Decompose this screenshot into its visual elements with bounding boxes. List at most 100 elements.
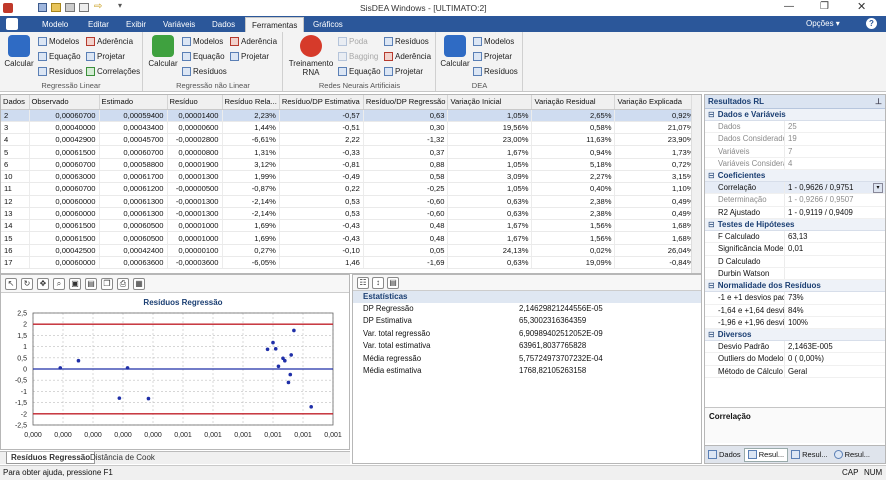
- table-row[interactable]: 11 0,00060700 0,00061200 -0,00000500 -0,87% 0…: [1, 182, 698, 196]
- tab-ferramentas[interactable]: Ferramentas: [245, 17, 305, 32]
- table-row[interactable]: 6 0,00060700 0,00058800 0,00001900 3,12% -0,8…: [1, 158, 698, 171]
- tab-residuos-regressao[interactable]: Resíduos Regressão: [6, 452, 96, 464]
- rna-residuos-button[interactable]: Resíduos: [384, 37, 429, 46]
- column-header[interactable]: Estimado: [99, 95, 168, 110]
- table-row[interactable]: 3 0,00040000 0,00043400 0,00000600 1,44% -0,5…: [1, 121, 698, 135]
- collapse-icon[interactable]: ⊟: [708, 171, 715, 181]
- tab-editar[interactable]: Editar: [88, 20, 109, 29]
- table-row[interactable]: 16 0,00042500 0,00042400 0,00000100 0,27% -0,…: [1, 244, 698, 258]
- close-button[interactable]: ✕: [857, 1, 867, 13]
- column-header[interactable]: Variação Explicada: [614, 95, 698, 110]
- data-point[interactable]: [292, 328, 296, 333]
- dea-projetar-button[interactable]: Projetar: [473, 52, 512, 61]
- dropdown-icon[interactable]: ▾: [873, 183, 883, 194]
- tab-resultados-2[interactable]: Resul...: [788, 450, 830, 459]
- column-header[interactable]: Resíduo/DP Regressão: [363, 95, 449, 110]
- table-row[interactable]: 12 0,00060000 0,00061300 -0,00001300 -2,14% 0…: [1, 195, 698, 208]
- rnl-aderencia-button[interactable]: Aderência: [230, 37, 277, 46]
- arrow-icon[interactable]: ⇨: [94, 1, 103, 12]
- data-point[interactable]: [276, 364, 281, 369]
- minimize-button[interactable]: —: [784, 1, 794, 12]
- data-point[interactable]: [117, 396, 122, 400]
- stats-row[interactable]: DP Regressão 2,14629821244556E-05: [353, 303, 701, 315]
- residuals-scatter-chart[interactable]: Resíduos Regressão 2,5 2 1,5 1 0,5 0 -0,5 -1 -1,5…: [1, 293, 349, 449]
- results-row[interactable]: Durbin Watson: [705, 267, 885, 281]
- results-row[interactable]: Método de Cálculo Geral: [705, 365, 885, 379]
- table-row[interactable]: 14 0,00061500 0,00060500 0,00001000 1,69% -0,…: [1, 219, 698, 233]
- tab-distancia-cook[interactable]: Distância de Cook: [90, 453, 155, 462]
- pointer-icon[interactable]: ↖: [5, 277, 17, 290]
- data-point[interactable]: [289, 353, 293, 357]
- results-section-header[interactable]: ⊟ Normalidade dos Resíduos: [705, 280, 885, 293]
- data-point[interactable]: [58, 366, 63, 370]
- help-icon[interactable]: ?: [866, 18, 877, 29]
- results-row[interactable]: Correlação 1 - 0,9626 / 0,9751 ▾: [705, 182, 885, 195]
- rnl-equacao-button[interactable]: Equação: [182, 52, 225, 61]
- results-section-header[interactable]: ⊟ Testes de Hipóteses: [705, 219, 885, 232]
- results-section-header[interactable]: ⊟ Coeficientes: [705, 170, 885, 183]
- data-point[interactable]: [286, 380, 291, 385]
- tab-graficos[interactable]: Gráficos: [313, 20, 343, 29]
- table-row[interactable]: 17 0,00060000 0,00063600 -0,00003600 -6,05% 1…: [1, 256, 698, 270]
- data-point[interactable]: [281, 356, 285, 361]
- table-row[interactable]: 5 0,00061500 0,00060700 0,00000800 1,31% -0,3…: [1, 145, 698, 159]
- results-row[interactable]: Outliers do Modelo 0 ( 0,00%): [705, 353, 885, 366]
- open-icon[interactable]: [51, 3, 61, 12]
- pin-icon[interactable]: ⊥: [875, 97, 882, 106]
- tab-modelo[interactable]: Modelo: [42, 20, 69, 29]
- vertical-scrollbar[interactable]: [691, 95, 701, 273]
- results-row[interactable]: Significância Modelo 0,01: [705, 243, 885, 256]
- tab-exibir[interactable]: Exibir: [126, 20, 147, 29]
- collapse-icon[interactable]: ⊟: [708, 330, 715, 340]
- residuals-table[interactable]: Dados Observado Estimado Resíduo Resíduo Rel…: [0, 94, 702, 274]
- table-row[interactable]: 13 0,00060000 0,00061300 -0,00001300 -2,14% 0…: [1, 207, 698, 221]
- column-header[interactable]: Resíduo: [167, 95, 223, 110]
- table-row[interactable]: 15 0,00061500 0,00060500 0,00001000 1,69% -0,…: [1, 231, 698, 245]
- collapse-icon[interactable]: ⊟: [708, 220, 715, 230]
- rna-bagging-button[interactable]: Bagging: [338, 52, 378, 61]
- property-pages-icon[interactable]: ▤: [387, 276, 399, 289]
- rnl-projetar-button[interactable]: Projetar: [230, 52, 269, 61]
- rna-aderencia-button[interactable]: Aderência: [384, 52, 431, 61]
- export-icon[interactable]: ▤: [85, 277, 97, 290]
- data-point[interactable]: [146, 396, 151, 401]
- data-point[interactable]: [288, 372, 293, 377]
- table-row[interactable]: 2 0,00060700 0,00059400 0,00001400 2,23% -0,5…: [1, 109, 698, 122]
- calcular-rnl-button[interactable]: Calcular: [148, 35, 178, 68]
- table-row[interactable]: 4 0,00042900 0,00045700 -0,00002800 -6,61% 2,…: [1, 133, 698, 147]
- rl-residuos-button[interactable]: Resíduos: [38, 67, 83, 76]
- preview-plot-icon[interactable]: ▦: [133, 277, 145, 290]
- results-row[interactable]: R2 Ajustado 1 - 0,9119 / 0,9409: [705, 206, 885, 220]
- table-row[interactable]: 10 0,00063000 0,00061700 0,00001300 1,99% -0,…: [1, 170, 698, 184]
- customize-icon[interactable]: ▾: [118, 1, 123, 10]
- treinamento-rna-button[interactable]: Treinamento RNA: [286, 35, 336, 77]
- column-header[interactable]: Variação Residual: [531, 95, 616, 110]
- tab-resultados-1[interactable]: Resul...: [743, 447, 789, 462]
- results-row[interactable]: Desvio Padrão 2,1463E-005: [705, 341, 885, 354]
- rl-aderencia-button[interactable]: Aderência: [86, 37, 133, 46]
- results-row[interactable]: -1,96 e +1,96 desvios p100%: [705, 316, 885, 330]
- data-point[interactable]: [273, 347, 278, 351]
- restore-button[interactable]: ❐: [820, 1, 829, 12]
- column-header[interactable]: Resíduo Rela...: [222, 95, 280, 110]
- results-row[interactable]: D Calculado: [705, 255, 885, 268]
- rl-correlacoes-button[interactable]: Correlações: [86, 67, 140, 76]
- copy-icon[interactable]: ❐: [101, 277, 113, 290]
- data-point[interactable]: [76, 358, 81, 363]
- rnl-residuos-button[interactable]: Resíduos: [182, 67, 227, 76]
- app-icon[interactable]: [3, 3, 13, 13]
- options-menu[interactable]: Opções ▾: [806, 19, 840, 28]
- categorized-icon[interactable]: ☷: [357, 276, 369, 289]
- file-menu-icon[interactable]: [6, 18, 18, 30]
- rna-equacao-button[interactable]: Equação: [338, 67, 381, 76]
- results-row[interactable]: Dados Considerados 19: [705, 133, 885, 146]
- preview-icon[interactable]: [79, 3, 89, 12]
- zoom-icon[interactable]: ⌕: [53, 277, 65, 290]
- dea-modelos-button[interactable]: Modelos: [473, 37, 514, 46]
- results-row[interactable]: F Calculado 63,13: [705, 231, 885, 244]
- results-row[interactable]: Variáveis 7: [705, 145, 885, 158]
- print-icon[interactable]: [65, 3, 75, 12]
- calcular-rl-button[interactable]: Calcular: [4, 35, 34, 68]
- column-header[interactable]: Observado: [29, 95, 100, 110]
- zoom-region-icon[interactable]: ▣: [69, 277, 81, 290]
